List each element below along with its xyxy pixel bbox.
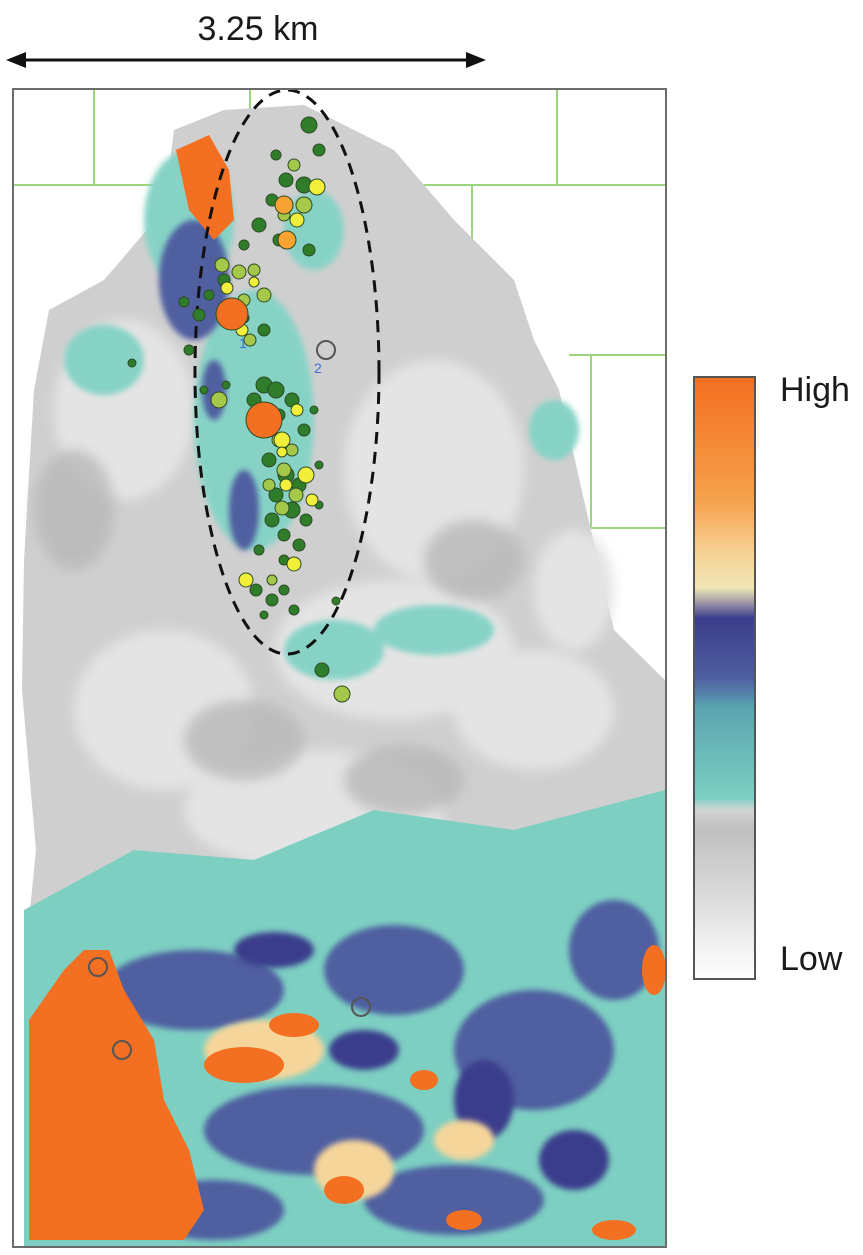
scale-arrow-icon [6, 52, 486, 68]
colorbar [693, 376, 756, 980]
scale-bar: 3.25 km [0, 0, 500, 80]
event-cluster-ellipse [193, 90, 381, 656]
well-marker [351, 997, 371, 1017]
seismic-attribute-map[interactable]: 1 2 [12, 88, 667, 1248]
well-marker [316, 340, 336, 360]
well-label-2: 2 [314, 360, 322, 376]
attribute-field [22, 105, 665, 1246]
colorbar-low-label: Low [780, 940, 843, 978]
well-label-1: 1 [239, 335, 247, 351]
well-marker [112, 1040, 132, 1060]
well-marker [88, 957, 108, 977]
microseismic-events [127, 116, 351, 703]
map-canvas: 1 2 [14, 90, 665, 1246]
well-markers [88, 340, 371, 1060]
scale-bar-label: 3.25 km [197, 10, 319, 48]
colorbar-high-label: High [780, 371, 850, 409]
